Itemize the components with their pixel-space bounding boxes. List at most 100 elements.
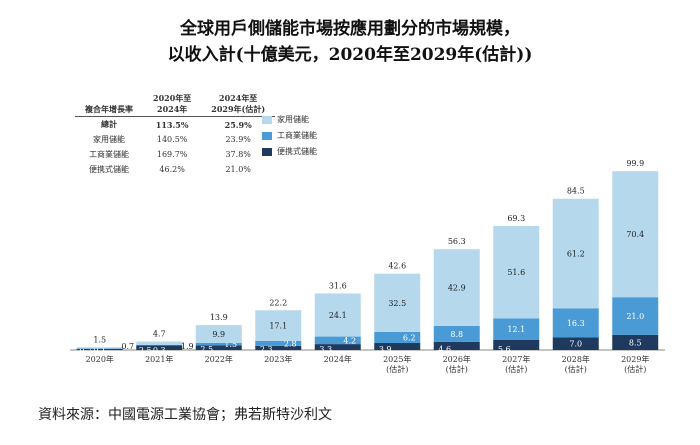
x-tick-label: (估計)	[386, 364, 408, 374]
table-row: 家用儲能 140.5% 23.9%	[75, 132, 275, 147]
x-tick-label: 2028年	[562, 354, 590, 364]
bar-segment	[136, 344, 183, 346]
data-label: 12.1	[507, 325, 525, 334]
bar-segment	[493, 339, 540, 350]
data-label: 0.7	[121, 342, 134, 351]
bar-segment	[195, 325, 242, 343]
data-label: 2.5	[200, 345, 213, 354]
x-tick-label: 2021年	[145, 354, 173, 364]
bar-segment	[76, 348, 123, 350]
cell: 46.2%	[159, 165, 185, 174]
source-note: 資料來源：中國電源工業協會；弗若斯特沙利文	[38, 407, 332, 423]
total-label: 31.6	[329, 281, 347, 290]
data-label: 70.4	[626, 230, 644, 239]
bar-segment	[493, 225, 540, 319]
data-label: 16.3	[567, 319, 585, 328]
total-label: 22.2	[269, 298, 287, 307]
cagr-table: 複合年增長率 2020年至 2024年 2024年至 2029年(估計) 總計 1…	[75, 92, 276, 177]
legend-label: 便携式儲能	[277, 147, 317, 156]
bar-segment	[374, 273, 421, 332]
cell: 21.0%	[225, 165, 251, 174]
bar-segment	[433, 249, 480, 327]
table-row: 便携式儲能 46.2% 21.0%	[75, 162, 275, 177]
data-label: 8.8	[450, 330, 463, 339]
data-label: 2.5	[139, 346, 152, 355]
cell: 23.9%	[225, 135, 251, 144]
bar-segment	[195, 345, 242, 350]
data-label: 2.3	[260, 345, 273, 354]
cell: 25.9%	[224, 119, 252, 130]
x-tick-label: 2025年	[383, 354, 411, 364]
data-label: 7.0	[569, 340, 582, 349]
data-label: 32.5	[388, 299, 406, 308]
data-label: 6.2	[403, 333, 416, 342]
cell: 工商業儲能	[89, 150, 129, 159]
legend-swatch	[262, 115, 272, 124]
chart-title: 全球用戶側儲能市場按應用劃分的市場規模，	[180, 19, 520, 39]
bar-segment	[612, 171, 659, 298]
legend-label: 工商業儲能	[277, 131, 317, 140]
data-label: 2.8	[284, 339, 297, 348]
bar-segment	[433, 326, 480, 342]
legend-item: 工商業儲能	[262, 130, 317, 141]
total-label: 56.3	[448, 237, 466, 246]
legend-swatch	[262, 131, 272, 140]
x-tick-label: 2026年	[443, 354, 471, 364]
bar-segment	[136, 341, 183, 345]
bar-segment	[612, 334, 659, 350]
bar-segment	[314, 293, 361, 337]
bar-segment	[314, 336, 361, 345]
total-label: 42.6	[388, 262, 406, 271]
data-label: 1.9	[181, 342, 194, 351]
cagr-header: 2020年至 2024年	[143, 92, 202, 117]
bar-segment	[255, 345, 302, 350]
bar-segment	[255, 310, 302, 341]
x-tick-label: 2020年	[86, 354, 114, 364]
x-tick-label: 2024年	[324, 354, 352, 364]
bar-segment	[552, 308, 599, 338]
total-label: 69.3	[507, 214, 525, 223]
data-label: 0.3	[153, 346, 166, 355]
bar-segment	[76, 347, 123, 349]
bar-segment	[612, 297, 659, 335]
cell: 家用儲能	[93, 135, 125, 144]
cagr-header: 2024年至 2029年(估計)	[201, 92, 276, 117]
data-label: 4.6	[438, 345, 451, 354]
bar-segment	[493, 318, 540, 340]
total-label: 99.9	[626, 159, 644, 168]
legend-item: 便携式儲能	[262, 146, 317, 157]
bar-segment	[255, 340, 302, 346]
data-label: 3.3	[319, 345, 332, 354]
bar-segment	[314, 344, 361, 350]
data-label: 0.7	[79, 346, 92, 355]
legend-swatch	[262, 147, 272, 156]
data-label: 8.5	[629, 338, 642, 347]
bar-segment	[433, 341, 480, 350]
cell: 140.5%	[156, 135, 188, 144]
data-label: 4.2	[343, 336, 356, 345]
x-tick-label: (估計)	[565, 364, 587, 374]
table-row: 工商業儲能 169.7% 37.8%	[75, 147, 275, 162]
legend: 家用儲能 工商業儲能 便携式儲能	[262, 114, 317, 162]
cell: 37.8%	[225, 150, 251, 159]
cell: 總計	[101, 119, 117, 129]
bar-segment	[76, 348, 123, 350]
legend-item: 家用儲能	[262, 114, 317, 125]
data-label: 9.9	[212, 330, 225, 339]
data-label: 1.5	[224, 340, 237, 349]
cell: 169.7%	[156, 150, 188, 159]
bar-segment	[552, 198, 599, 309]
x-tick-label: 2027年	[502, 354, 530, 364]
total-label: 4.7	[153, 330, 166, 339]
x-tick-label: (估計)	[446, 364, 468, 374]
chart-subtitle: 以收入計(十億美元，2020年至2029年(估計))	[167, 45, 533, 65]
data-label: 0.1	[93, 346, 106, 355]
total-label: 13.9	[210, 313, 228, 322]
x-tick-label: 2023年	[264, 354, 292, 364]
cell: 113.5%	[155, 119, 189, 130]
legend-label: 家用儲能	[277, 115, 309, 124]
data-label: 61.2	[567, 250, 585, 259]
table-row: 總計 113.5% 25.9%	[75, 117, 275, 133]
total-label: 84.5	[567, 187, 585, 196]
